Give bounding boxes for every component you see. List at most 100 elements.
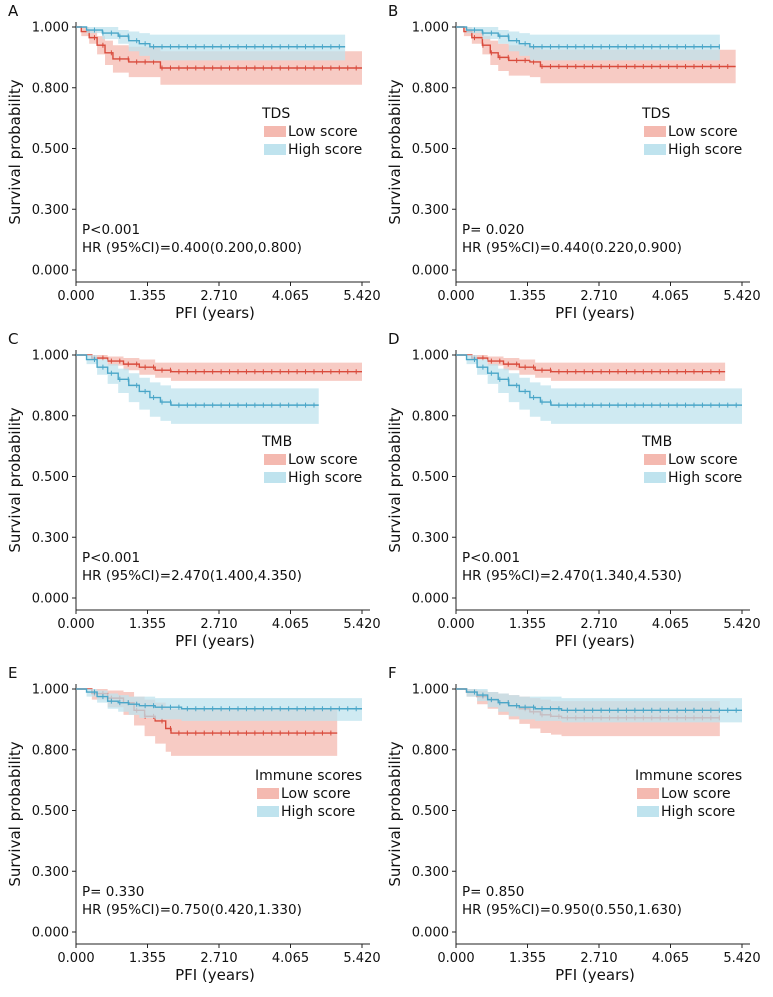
ci-band-high xyxy=(456,689,742,723)
x-tick-label: 5.420 xyxy=(343,617,380,632)
legend-swatch-low xyxy=(637,788,659,799)
legend-title: TDS xyxy=(261,106,290,122)
y-tick-label: 1.000 xyxy=(412,349,449,364)
y-tick-label: 0.000 xyxy=(32,592,69,607)
legend-title: TMB xyxy=(261,434,292,450)
y-tick-label: 1.000 xyxy=(32,349,69,364)
legend-title: TMB xyxy=(641,434,672,450)
km-curve-high xyxy=(76,26,346,48)
km-curve-low xyxy=(76,354,362,373)
x-tick-label: 4.065 xyxy=(272,617,309,632)
p-value-text: P<0.001 xyxy=(462,550,520,566)
x-tick-label: 1.355 xyxy=(509,617,546,632)
x-tick-label: 5.420 xyxy=(343,951,380,966)
y-tick-label: 0.500 xyxy=(412,804,449,819)
x-tick-label: 5.420 xyxy=(723,951,760,966)
km-panel-d: D 0.000 0.300 0.500 0.800 1.000 0.000 1.355 2.71… xyxy=(380,328,766,660)
legend-label-high: High score xyxy=(288,470,362,486)
km-curve-high xyxy=(456,354,742,406)
legend-label-low: Low score xyxy=(288,452,358,468)
x-axis-label: PFI (years) xyxy=(555,966,635,984)
ci-band-high xyxy=(76,27,346,61)
p-value-text: P<0.001 xyxy=(82,550,140,566)
y-axis-label: Survival probability xyxy=(6,79,24,224)
y-tick-label: 0.800 xyxy=(412,409,449,424)
km-plot-d: D 0.000 0.300 0.500 0.800 1.000 0.000 1.355 2.71… xyxy=(386,330,761,650)
x-tick-label: 0.000 xyxy=(437,617,474,632)
x-tick-label: 2.710 xyxy=(580,617,617,632)
y-tick-label: 0.300 xyxy=(32,203,69,218)
x-axis-label: PFI (years) xyxy=(555,304,635,322)
x-tick-label: 1.355 xyxy=(129,951,166,966)
legend-label-low: Low score xyxy=(281,786,351,802)
km-curve-high xyxy=(76,354,319,406)
y-tick-label: 0.300 xyxy=(32,531,69,546)
x-tick-label: 4.065 xyxy=(652,289,689,304)
y-axis-label: Survival probability xyxy=(386,79,404,224)
x-tick-label: 0.000 xyxy=(437,289,474,304)
y-tick-label: 0.300 xyxy=(412,203,449,218)
y-tick-label: 0.500 xyxy=(32,142,69,157)
x-tick-label: 2.710 xyxy=(200,951,237,966)
legend-swatch-high xyxy=(257,806,279,817)
x-axis-label: PFI (years) xyxy=(175,966,255,984)
x-tick-label: 1.355 xyxy=(129,617,166,632)
legend-label-high: High score xyxy=(288,142,362,158)
x-axis-label: PFI (years) xyxy=(175,632,255,650)
hazard-ratio-text: HR (95%CI)=2.470(1.400,4.350) xyxy=(82,568,302,584)
x-tick-label: 0.000 xyxy=(57,617,94,632)
legend-swatch-low xyxy=(264,454,286,465)
hazard-ratio-text: HR (95%CI)=2.470(1.340,4.530) xyxy=(462,568,682,584)
panel-letter: C xyxy=(8,330,18,348)
km-plot-f: F 0.000 0.300 0.500 0.800 1.000 0.000 1.355 2.71… xyxy=(386,664,761,984)
panel-letter: D xyxy=(388,330,400,348)
x-tick-label: 0.000 xyxy=(57,289,94,304)
y-tick-label: 0.000 xyxy=(412,592,449,607)
km-plot-c: C 0.000 0.300 0.500 0.800 1.000 0.000 1.355 2.71… xyxy=(6,330,381,650)
y-axis-label: Survival probability xyxy=(6,741,24,886)
y-tick-label: 1.000 xyxy=(412,683,449,698)
legend-title: Immune scores xyxy=(635,768,742,784)
x-tick-label: 4.065 xyxy=(272,951,309,966)
y-tick-label: 0.500 xyxy=(412,470,449,485)
panel-letter: A xyxy=(8,2,19,20)
km-plot-b: B 0.000 0.300 0.500 0.800 1.000 0.000 1.355 2.71… xyxy=(386,2,761,322)
x-tick-label: 2.710 xyxy=(200,617,237,632)
x-tick-label: 5.420 xyxy=(723,617,760,632)
x-tick-label: 1.355 xyxy=(509,289,546,304)
x-tick-label: 2.710 xyxy=(200,289,237,304)
p-value-text: P= 0.330 xyxy=(82,884,144,900)
ci-band-high xyxy=(456,27,720,61)
hazard-ratio-text: HR (95%CI)=0.950(0.550,1.630) xyxy=(462,902,682,918)
legend-swatch-low xyxy=(644,454,666,465)
y-tick-label: 0.800 xyxy=(412,743,449,758)
km-curve-high xyxy=(76,688,362,710)
km-curve-high xyxy=(456,26,720,48)
x-tick-label: 4.065 xyxy=(272,289,309,304)
ci-band-low xyxy=(76,355,362,381)
legend-label-low: Low score xyxy=(661,786,731,802)
km-panel-a: A 0.000 0.300 0.500 0.800 1.000 0.000 1.355 2.71… xyxy=(0,0,386,332)
ci-band-high xyxy=(76,355,319,424)
x-tick-label: 1.355 xyxy=(509,951,546,966)
panel-letter: B xyxy=(388,2,398,20)
legend-label-high: High score xyxy=(281,804,355,820)
y-tick-label: 0.800 xyxy=(32,409,69,424)
ci-band-low xyxy=(456,355,726,381)
y-tick-label: 0.800 xyxy=(412,81,449,96)
y-tick-label: 0.500 xyxy=(412,142,449,157)
x-tick-label: 4.065 xyxy=(652,617,689,632)
y-axis-label: Survival probability xyxy=(386,741,404,886)
y-tick-label: 0.800 xyxy=(32,743,69,758)
legend-label-low: Low score xyxy=(668,124,738,140)
x-tick-label: 5.420 xyxy=(723,289,760,304)
legend-label-high: High score xyxy=(668,142,742,158)
hazard-ratio-text: HR (95%CI)=0.440(0.220,0.900) xyxy=(462,240,682,256)
y-tick-label: 0.300 xyxy=(412,531,449,546)
hazard-ratio-text: HR (95%CI)=0.750(0.420,1.330) xyxy=(82,902,302,918)
km-curve-low xyxy=(456,354,726,373)
y-tick-label: 0.500 xyxy=(32,470,69,485)
panel-letter: F xyxy=(388,664,397,682)
y-tick-label: 1.000 xyxy=(412,21,449,36)
